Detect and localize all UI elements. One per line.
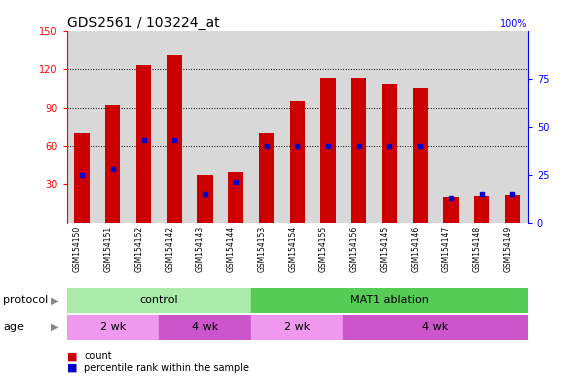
Bar xyxy=(136,65,151,223)
Bar xyxy=(351,78,367,223)
Text: GSM154155: GSM154155 xyxy=(319,226,328,272)
Text: GSM154143: GSM154143 xyxy=(196,226,205,272)
Text: GSM154144: GSM154144 xyxy=(227,226,236,272)
Text: ▶: ▶ xyxy=(52,295,59,305)
Bar xyxy=(251,288,528,313)
Text: GSM154152: GSM154152 xyxy=(135,226,144,272)
Text: 100%: 100% xyxy=(501,19,528,29)
Bar xyxy=(228,172,244,223)
Text: GDS2561 / 103224_at: GDS2561 / 103224_at xyxy=(67,16,219,30)
Text: GSM154153: GSM154153 xyxy=(258,226,267,272)
Bar xyxy=(197,175,213,223)
Bar xyxy=(343,315,528,340)
Text: 2 wk: 2 wk xyxy=(100,322,126,333)
Bar xyxy=(67,288,251,313)
Bar xyxy=(320,78,336,223)
Bar xyxy=(251,315,343,340)
Text: protocol: protocol xyxy=(3,295,48,305)
Bar xyxy=(105,105,121,223)
Text: control: control xyxy=(140,295,178,306)
Text: GSM154149: GSM154149 xyxy=(503,226,513,272)
Bar xyxy=(382,84,397,223)
Text: percentile rank within the sample: percentile rank within the sample xyxy=(84,363,249,373)
Text: GSM154146: GSM154146 xyxy=(411,226,420,272)
Text: GSM154145: GSM154145 xyxy=(380,226,390,272)
Text: GSM154156: GSM154156 xyxy=(350,226,358,272)
Text: ■: ■ xyxy=(67,351,77,361)
Bar xyxy=(505,195,520,223)
Text: 4 wk: 4 wk xyxy=(192,322,218,333)
Bar xyxy=(67,315,159,340)
Text: GSM154151: GSM154151 xyxy=(104,226,113,272)
Bar xyxy=(474,196,490,223)
Text: GSM154148: GSM154148 xyxy=(473,226,482,272)
Bar xyxy=(166,55,182,223)
Text: GSM154147: GSM154147 xyxy=(442,226,451,272)
Text: 2 wk: 2 wk xyxy=(284,322,310,333)
Text: GSM154150: GSM154150 xyxy=(73,226,82,272)
Bar xyxy=(443,197,459,223)
Text: MAT1 ablation: MAT1 ablation xyxy=(350,295,429,306)
Bar xyxy=(289,101,305,223)
Text: GSM154154: GSM154154 xyxy=(288,226,298,272)
Text: count: count xyxy=(84,351,112,361)
Bar xyxy=(259,133,274,223)
Bar xyxy=(412,88,428,223)
Bar xyxy=(74,133,90,223)
Text: age: age xyxy=(3,322,24,332)
Bar xyxy=(159,315,251,340)
Text: GSM154142: GSM154142 xyxy=(165,226,175,272)
Text: ▶: ▶ xyxy=(52,322,59,332)
Text: ■: ■ xyxy=(67,363,77,373)
Text: 4 wk: 4 wk xyxy=(422,322,449,333)
